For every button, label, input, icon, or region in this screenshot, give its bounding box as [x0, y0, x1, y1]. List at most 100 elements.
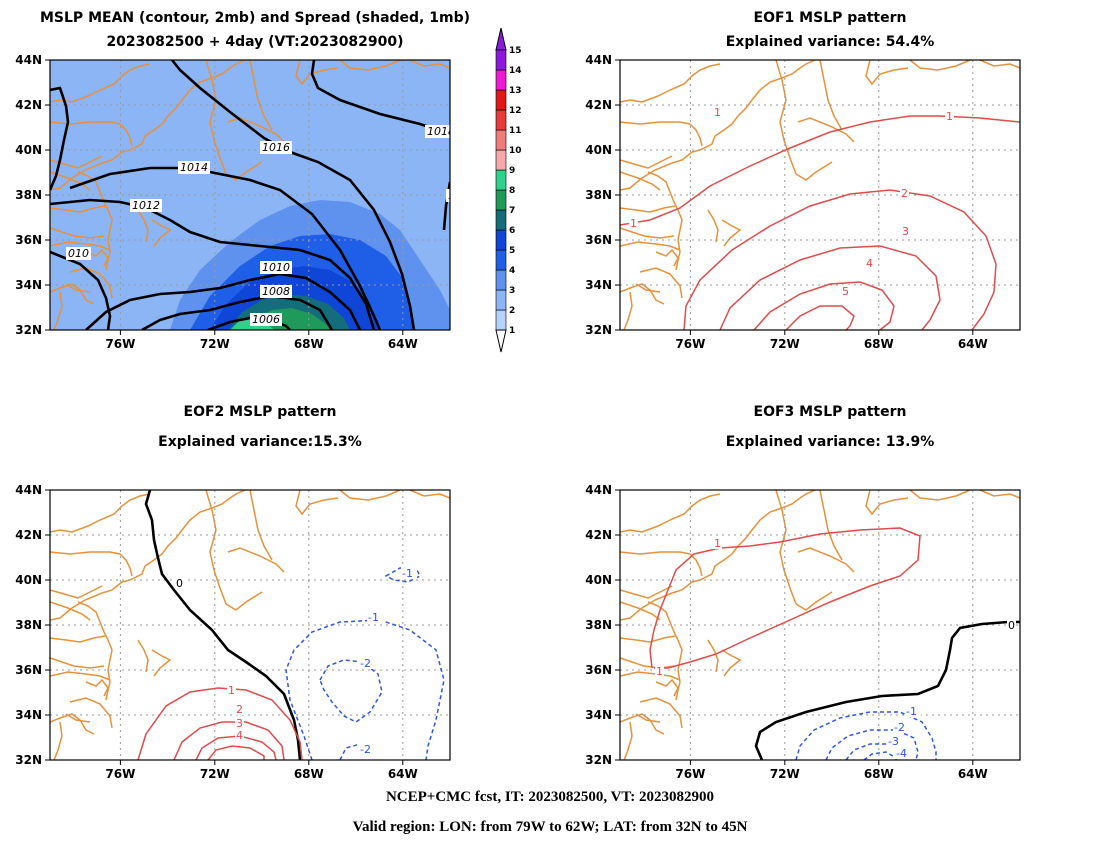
eof-label-bg-1 — [175, 577, 184, 589]
eof-contour-4 — [753, 281, 895, 330]
footer-valid-region: Valid region: LON: from 79W to 62W; LAT:… — [352, 819, 748, 835]
coastline-16 — [249, 490, 273, 561]
coastline-14 — [65, 283, 91, 293]
coastline-23 — [151, 219, 172, 247]
eof-label-3: 1 — [714, 106, 721, 119]
colorbar-box-3 — [495, 269, 507, 291]
eof-label-bg-4 — [905, 705, 921, 717]
coastline-18 — [339, 60, 401, 71]
coastline-3 — [50, 121, 121, 125]
y-tick-label-40N: 40N — [15, 573, 42, 587]
mslp-label-2: 1016 — [262, 141, 290, 154]
coastline-18 — [909, 490, 971, 501]
coastline-21 — [797, 547, 855, 573]
eof-contour-1 — [144, 490, 302, 760]
coastline-18 — [339, 490, 401, 501]
panel3-subtitle: Explained variance:15.3% — [158, 434, 362, 450]
eof-contour-6 — [863, 751, 897, 760]
panel-plot-area: 1 1 0 -1-2-3-4 — [620, 490, 1020, 760]
coastline-11 — [69, 697, 113, 729]
colorbar-box-5 — [495, 229, 507, 251]
coastline-1 — [620, 490, 816, 621]
footer-forecast-info: NCEP+CMC fcst, IT: 2023082500, VT: 20230… — [385, 789, 715, 805]
y-tick-label-34N: 34N — [585, 278, 612, 292]
eof-contour-3 — [173, 721, 285, 760]
eof-label-5: 4 — [236, 729, 243, 742]
colorbar-box-8 — [495, 169, 507, 191]
eof-label-bg-7 — [841, 285, 850, 297]
coastline-21 — [797, 117, 855, 143]
mslp-label-bg-1 — [425, 125, 450, 138]
eof-label-bg-9 — [359, 743, 375, 755]
coastline-22 — [623, 291, 633, 330]
eof-label-bg-7 — [367, 611, 383, 623]
y-tick-label-38N: 38N — [15, 188, 42, 202]
eof-label-3: 0 — [1008, 619, 1015, 632]
colorbar-label-7: 7 — [509, 206, 515, 216]
colorbar-box-12 — [495, 89, 507, 111]
x-tick-label-76W: 76W — [105, 767, 135, 781]
colorbar-top-triangle — [495, 27, 507, 51]
y-tick-label-40N: 40N — [585, 573, 612, 587]
x-tick-label-72W: 72W — [770, 767, 800, 781]
coastline-11 — [69, 267, 113, 299]
coastline-6 — [620, 171, 661, 191]
eof-label-bg-6 — [865, 257, 874, 269]
panel-1: 1018 1016 1014 1012 010 1010 1008 1006 1016 32N 34… — [15, 53, 451, 351]
eof-label-bg-3 — [713, 106, 722, 118]
eof-contour-5 — [785, 305, 855, 330]
mslp-label-7: 1008 — [262, 285, 290, 298]
eof-contour-6 — [285, 619, 445, 760]
coastline-17 — [295, 490, 339, 516]
y-tick-label-38N: 38N — [15, 618, 42, 632]
mslp-label-bg-4 — [130, 199, 162, 212]
mslp-label-6: 1010 — [262, 261, 290, 274]
y-tick-label-38N: 38N — [585, 188, 612, 202]
coastline-9 — [50, 671, 111, 681]
coastline-23 — [151, 649, 172, 677]
eof-label-4: 3 — [236, 717, 243, 730]
coastline-11 — [639, 697, 683, 729]
y-tick-label-32N: 32N — [585, 323, 612, 337]
eof-label-7: -1 — [368, 611, 379, 624]
eof-label-3: 2 — [236, 703, 243, 716]
mslp-contour-1 — [310, 60, 450, 136]
y-tick-label-32N: 32N — [15, 323, 42, 337]
coastline-10 — [77, 601, 113, 701]
x-tick-label-64W: 64W — [388, 767, 418, 781]
coastline-13 — [655, 248, 679, 267]
coastline-14 — [65, 713, 91, 723]
colorbar-box-9 — [495, 149, 507, 171]
coastline-22 — [53, 291, 63, 330]
coastline-12 — [50, 713, 95, 735]
coastline-24 — [707, 639, 719, 673]
panel-plot-area: 1 1 1 2 3 4 5 — [620, 60, 1020, 330]
coastline-21 — [227, 547, 285, 573]
eof-label-6: -1 — [402, 567, 413, 580]
panel-plot-area: 1018 1016 1014 1012 010 1010 1008 1006 1016 — [50, 60, 450, 330]
mslp-contour-6 — [50, 86, 70, 191]
colorbar-label-4: 4 — [509, 266, 515, 276]
colorbar-box-1 — [495, 309, 507, 331]
eof-label-8: -2 — [360, 657, 371, 670]
panel4-title: EOF3 MSLP pattern — [753, 404, 907, 420]
colorbar-bottom-triangle — [495, 329, 507, 353]
mslp-contour-4 — [50, 198, 376, 330]
x-tick-label-68W: 68W — [294, 767, 324, 781]
coastline-17 — [865, 490, 909, 516]
coastline-4 — [119, 553, 133, 577]
coastline-12 — [620, 283, 665, 305]
mslp-label-bg-7 — [260, 285, 292, 298]
coastline-2 — [620, 63, 721, 103]
coastline-8 — [50, 657, 105, 669]
mslp-label-8: 1006 — [252, 313, 280, 326]
x-tick-label-64W: 64W — [388, 337, 418, 351]
coastline-9 — [620, 241, 681, 251]
colorbar-box-7 — [495, 189, 507, 211]
y-tick-label-36N: 36N — [15, 233, 42, 247]
eof-label-bg-2 — [227, 684, 236, 696]
coastline-12 — [50, 283, 95, 305]
colorbar-box-4 — [495, 249, 507, 271]
eof-contour-9 — [384, 567, 422, 583]
